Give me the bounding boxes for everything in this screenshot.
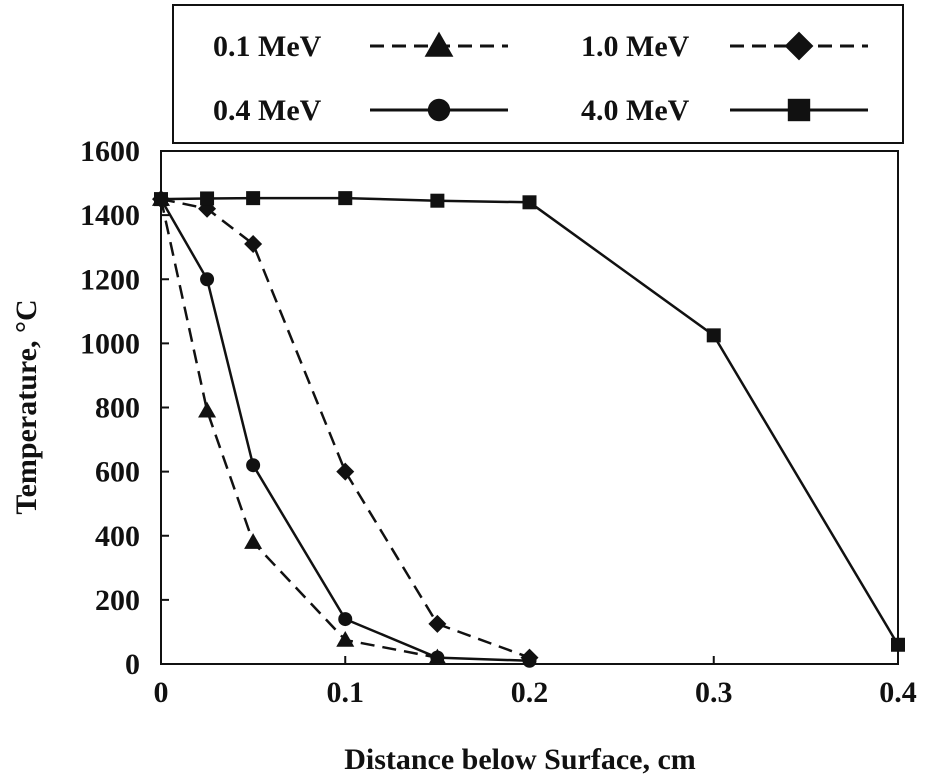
y-tick-label: 1000 [80, 327, 140, 360]
legend-label-1-0-mev: 1.0 MeV [581, 30, 690, 63]
x-tick-label: 0.4 [879, 676, 917, 709]
data-point-4-0-mev [706, 328, 721, 343]
x-tick-label: 0 [154, 676, 169, 709]
data-point-4-0-mev [891, 637, 905, 652]
legend-label-0-1-mev: 0.1 MeV [213, 30, 322, 63]
data-point-1-0-mev [428, 614, 447, 633]
series-line-0-4-mev [159, 198, 530, 663]
y-tick-label: 400 [95, 520, 140, 553]
legend-label-0-4-mev: 0.4 MeV [213, 94, 322, 127]
legend-marker-4-0-mev [787, 98, 811, 122]
y-tick-label: 800 [95, 392, 140, 425]
plot-frame [160, 150, 899, 665]
y-tick-label: 1200 [80, 263, 140, 296]
legend: 0.1 MeV 1.0 MeV 0.4 MeV 4.0 MeV [172, 4, 904, 144]
data-point-4-0-mev [338, 191, 353, 206]
data-point-0-1-mev [336, 630, 355, 647]
data-point-0-4-mev [522, 653, 537, 668]
y-tick-label: 1600 [80, 135, 140, 168]
legend-marker-1-0-mev [784, 31, 814, 61]
data-point-4-0-mev [522, 195, 537, 210]
data-point-4-0-mev [200, 191, 215, 206]
data-point-0-4-mev [200, 272, 215, 287]
y-tick-label: 600 [95, 456, 140, 489]
plot-area: 0 200 400 600 800 1000 1200 1400 1600 0 0.1 0.2 0.3 0… [80, 135, 917, 709]
legend-label-4-0-mev: 4.0 MeV [581, 94, 690, 127]
x-tick-label: 0.2 [511, 676, 549, 709]
series-line-1-0-mev [160, 197, 530, 659]
data-point-0-4-mev [430, 650, 445, 665]
data-point-4-0-mev [154, 192, 168, 207]
legend-box [172, 4, 904, 144]
data-point-0-4-mev [338, 612, 353, 627]
x-tick-label: 0.3 [695, 676, 733, 709]
data-point-0-1-mev [198, 401, 217, 418]
y-tick-label: 200 [95, 584, 140, 617]
legend-marker-0-1-mev [424, 31, 454, 57]
data-point-4-0-mev [430, 193, 445, 208]
data-point-0-1-mev [244, 533, 263, 549]
data-point-4-0-mev [246, 191, 261, 206]
data-point-1-0-mev [244, 234, 263, 253]
y-tick-label: 0 [125, 648, 140, 681]
y-axis-title: Temperature, °C [10, 299, 43, 514]
x-tick-label: 0.1 [327, 676, 365, 709]
data-point-1-0-mev [336, 462, 355, 481]
data-point-0-4-mev [246, 458, 261, 473]
y-tick-label: 1400 [80, 199, 140, 232]
legend-marker-0-4-mev [427, 98, 451, 122]
series-line-0-1-mev [159, 198, 438, 659]
x-axis-title: Distance below Surface, cm [344, 743, 696, 776]
series-line-4-0-mev [160, 196, 900, 646]
